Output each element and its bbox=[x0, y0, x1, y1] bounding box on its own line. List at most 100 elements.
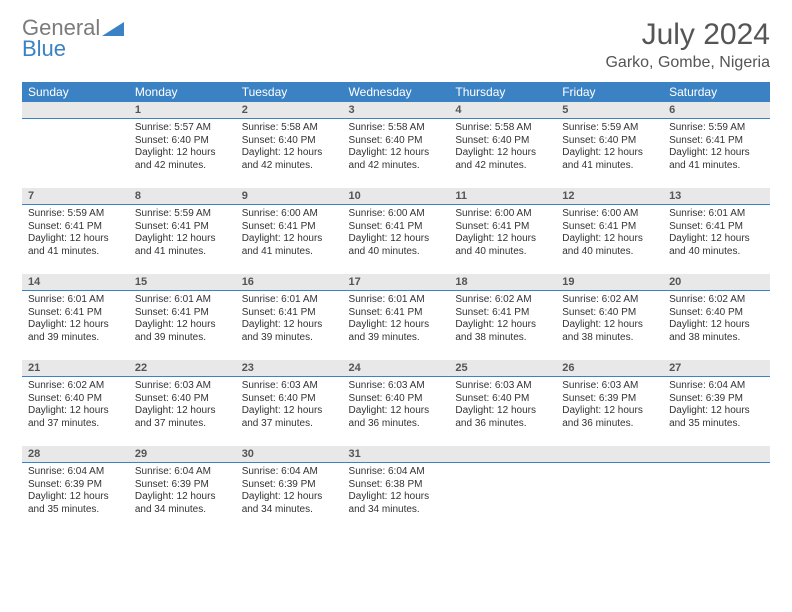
day-number: 2 bbox=[236, 102, 343, 119]
sunset-line: Sunset: 6:41 PM bbox=[135, 307, 230, 320]
page-title: July 2024 bbox=[605, 18, 770, 52]
logo-text-blue: Blue bbox=[22, 39, 124, 60]
weekday-header: Wednesday bbox=[343, 82, 450, 102]
weekday-header: Thursday bbox=[449, 82, 556, 102]
calendar-cell bbox=[556, 446, 663, 528]
sunrise-line: Sunrise: 6:01 AM bbox=[28, 294, 123, 307]
daylight-line: Daylight: 12 hours and 41 minutes. bbox=[669, 147, 764, 172]
calendar-cell: 22Sunrise: 6:03 AMSunset: 6:40 PMDayligh… bbox=[129, 360, 236, 446]
calendar-cell: 31Sunrise: 6:04 AMSunset: 6:38 PMDayligh… bbox=[343, 446, 450, 528]
sunset-line: Sunset: 6:39 PM bbox=[242, 479, 337, 492]
weekday-header: Friday bbox=[556, 82, 663, 102]
day-number: 26 bbox=[556, 360, 663, 377]
daylight-line: Daylight: 12 hours and 36 minutes. bbox=[455, 405, 550, 430]
daylight-line: Daylight: 12 hours and 37 minutes. bbox=[28, 405, 123, 430]
sunset-line: Sunset: 6:41 PM bbox=[242, 307, 337, 320]
daylight-line: Daylight: 12 hours and 38 minutes. bbox=[669, 319, 764, 344]
day-body: Sunrise: 6:01 AMSunset: 6:41 PMDaylight:… bbox=[343, 291, 450, 348]
calendar-cell: 1Sunrise: 5:57 AMSunset: 6:40 PMDaylight… bbox=[129, 102, 236, 188]
sunset-line: Sunset: 6:41 PM bbox=[455, 307, 550, 320]
calendar-cell: 6Sunrise: 5:59 AMSunset: 6:41 PMDaylight… bbox=[663, 102, 770, 188]
sunrise-line: Sunrise: 5:58 AM bbox=[242, 122, 337, 135]
calendar-cell: 28Sunrise: 6:04 AMSunset: 6:39 PMDayligh… bbox=[22, 446, 129, 528]
sunrise-line: Sunrise: 6:02 AM bbox=[455, 294, 550, 307]
daylight-line: Daylight: 12 hours and 41 minutes. bbox=[28, 233, 123, 258]
sunset-line: Sunset: 6:41 PM bbox=[349, 307, 444, 320]
day-number: 17 bbox=[343, 274, 450, 291]
daylight-line: Daylight: 12 hours and 35 minutes. bbox=[28, 491, 123, 516]
day-body: Sunrise: 6:00 AMSunset: 6:41 PMDaylight:… bbox=[236, 205, 343, 262]
day-number: 15 bbox=[129, 274, 236, 291]
sunrise-line: Sunrise: 6:01 AM bbox=[349, 294, 444, 307]
daylight-line: Daylight: 12 hours and 39 minutes. bbox=[349, 319, 444, 344]
calendar-cell bbox=[449, 446, 556, 528]
sunrise-line: Sunrise: 6:04 AM bbox=[28, 466, 123, 479]
day-number: 5 bbox=[556, 102, 663, 119]
daylight-line: Daylight: 12 hours and 39 minutes. bbox=[28, 319, 123, 344]
sunset-line: Sunset: 6:40 PM bbox=[135, 135, 230, 148]
daylight-line: Daylight: 12 hours and 34 minutes. bbox=[349, 491, 444, 516]
calendar-cell bbox=[22, 102, 129, 188]
sunrise-line: Sunrise: 6:04 AM bbox=[242, 466, 337, 479]
calendar-cell bbox=[663, 446, 770, 528]
daylight-line: Daylight: 12 hours and 41 minutes. bbox=[135, 233, 230, 258]
logo: General Blue bbox=[22, 18, 124, 60]
day-number: 13 bbox=[663, 188, 770, 205]
sunset-line: Sunset: 6:41 PM bbox=[669, 135, 764, 148]
calendar-body: 1Sunrise: 5:57 AMSunset: 6:40 PMDaylight… bbox=[22, 102, 770, 528]
day-body: Sunrise: 6:04 AMSunset: 6:39 PMDaylight:… bbox=[236, 463, 343, 520]
day-body-empty bbox=[449, 463, 556, 470]
sunrise-line: Sunrise: 6:03 AM bbox=[242, 380, 337, 393]
sunrise-line: Sunrise: 6:04 AM bbox=[135, 466, 230, 479]
day-number: 22 bbox=[129, 360, 236, 377]
day-body: Sunrise: 6:01 AMSunset: 6:41 PMDaylight:… bbox=[22, 291, 129, 348]
calendar-cell: 23Sunrise: 6:03 AMSunset: 6:40 PMDayligh… bbox=[236, 360, 343, 446]
calendar-cell: 10Sunrise: 6:00 AMSunset: 6:41 PMDayligh… bbox=[343, 188, 450, 274]
sunset-line: Sunset: 6:41 PM bbox=[28, 307, 123, 320]
header: General Blue July 2024 Garko, Gombe, Nig… bbox=[22, 18, 770, 72]
day-number: 1 bbox=[129, 102, 236, 119]
day-body: Sunrise: 5:59 AMSunset: 6:41 PMDaylight:… bbox=[663, 119, 770, 176]
title-block: July 2024 Garko, Gombe, Nigeria bbox=[605, 18, 770, 72]
day-number: 31 bbox=[343, 446, 450, 463]
day-body-empty bbox=[22, 119, 129, 126]
daylight-line: Daylight: 12 hours and 38 minutes. bbox=[562, 319, 657, 344]
day-body: Sunrise: 6:03 AMSunset: 6:40 PMDaylight:… bbox=[129, 377, 236, 434]
daylight-line: Daylight: 12 hours and 42 minutes. bbox=[455, 147, 550, 172]
calendar-cell: 25Sunrise: 6:03 AMSunset: 6:40 PMDayligh… bbox=[449, 360, 556, 446]
sunset-line: Sunset: 6:39 PM bbox=[135, 479, 230, 492]
day-number: 29 bbox=[129, 446, 236, 463]
daylight-line: Daylight: 12 hours and 41 minutes. bbox=[562, 147, 657, 172]
calendar-cell: 8Sunrise: 5:59 AMSunset: 6:41 PMDaylight… bbox=[129, 188, 236, 274]
sunset-line: Sunset: 6:40 PM bbox=[349, 393, 444, 406]
day-body: Sunrise: 5:58 AMSunset: 6:40 PMDaylight:… bbox=[449, 119, 556, 176]
daylight-line: Daylight: 12 hours and 39 minutes. bbox=[135, 319, 230, 344]
sunrise-line: Sunrise: 5:59 AM bbox=[135, 208, 230, 221]
day-body: Sunrise: 6:01 AMSunset: 6:41 PMDaylight:… bbox=[236, 291, 343, 348]
day-number: 20 bbox=[663, 274, 770, 291]
calendar-cell: 2Sunrise: 5:58 AMSunset: 6:40 PMDaylight… bbox=[236, 102, 343, 188]
sunset-line: Sunset: 6:40 PM bbox=[562, 307, 657, 320]
day-body-empty bbox=[663, 463, 770, 470]
calendar-table: SundayMondayTuesdayWednesdayThursdayFrid… bbox=[22, 82, 770, 528]
daylight-line: Daylight: 12 hours and 42 minutes. bbox=[242, 147, 337, 172]
weekday-header: Monday bbox=[129, 82, 236, 102]
day-body: Sunrise: 6:00 AMSunset: 6:41 PMDaylight:… bbox=[556, 205, 663, 262]
day-body: Sunrise: 6:04 AMSunset: 6:39 PMDaylight:… bbox=[129, 463, 236, 520]
calendar-cell: 12Sunrise: 6:00 AMSunset: 6:41 PMDayligh… bbox=[556, 188, 663, 274]
daylight-line: Daylight: 12 hours and 36 minutes. bbox=[349, 405, 444, 430]
sunrise-line: Sunrise: 6:03 AM bbox=[455, 380, 550, 393]
calendar-cell: 30Sunrise: 6:04 AMSunset: 6:39 PMDayligh… bbox=[236, 446, 343, 528]
day-body: Sunrise: 6:03 AMSunset: 6:40 PMDaylight:… bbox=[236, 377, 343, 434]
day-number-empty bbox=[556, 446, 663, 463]
sunset-line: Sunset: 6:41 PM bbox=[455, 221, 550, 234]
calendar-head: SundayMondayTuesdayWednesdayThursdayFrid… bbox=[22, 82, 770, 102]
day-body: Sunrise: 6:04 AMSunset: 6:38 PMDaylight:… bbox=[343, 463, 450, 520]
day-number: 7 bbox=[22, 188, 129, 205]
sunset-line: Sunset: 6:40 PM bbox=[669, 307, 764, 320]
daylight-line: Daylight: 12 hours and 39 minutes. bbox=[242, 319, 337, 344]
calendar-cell: 27Sunrise: 6:04 AMSunset: 6:39 PMDayligh… bbox=[663, 360, 770, 446]
calendar-cell: 4Sunrise: 5:58 AMSunset: 6:40 PMDaylight… bbox=[449, 102, 556, 188]
day-number: 12 bbox=[556, 188, 663, 205]
day-body: Sunrise: 6:03 AMSunset: 6:40 PMDaylight:… bbox=[449, 377, 556, 434]
